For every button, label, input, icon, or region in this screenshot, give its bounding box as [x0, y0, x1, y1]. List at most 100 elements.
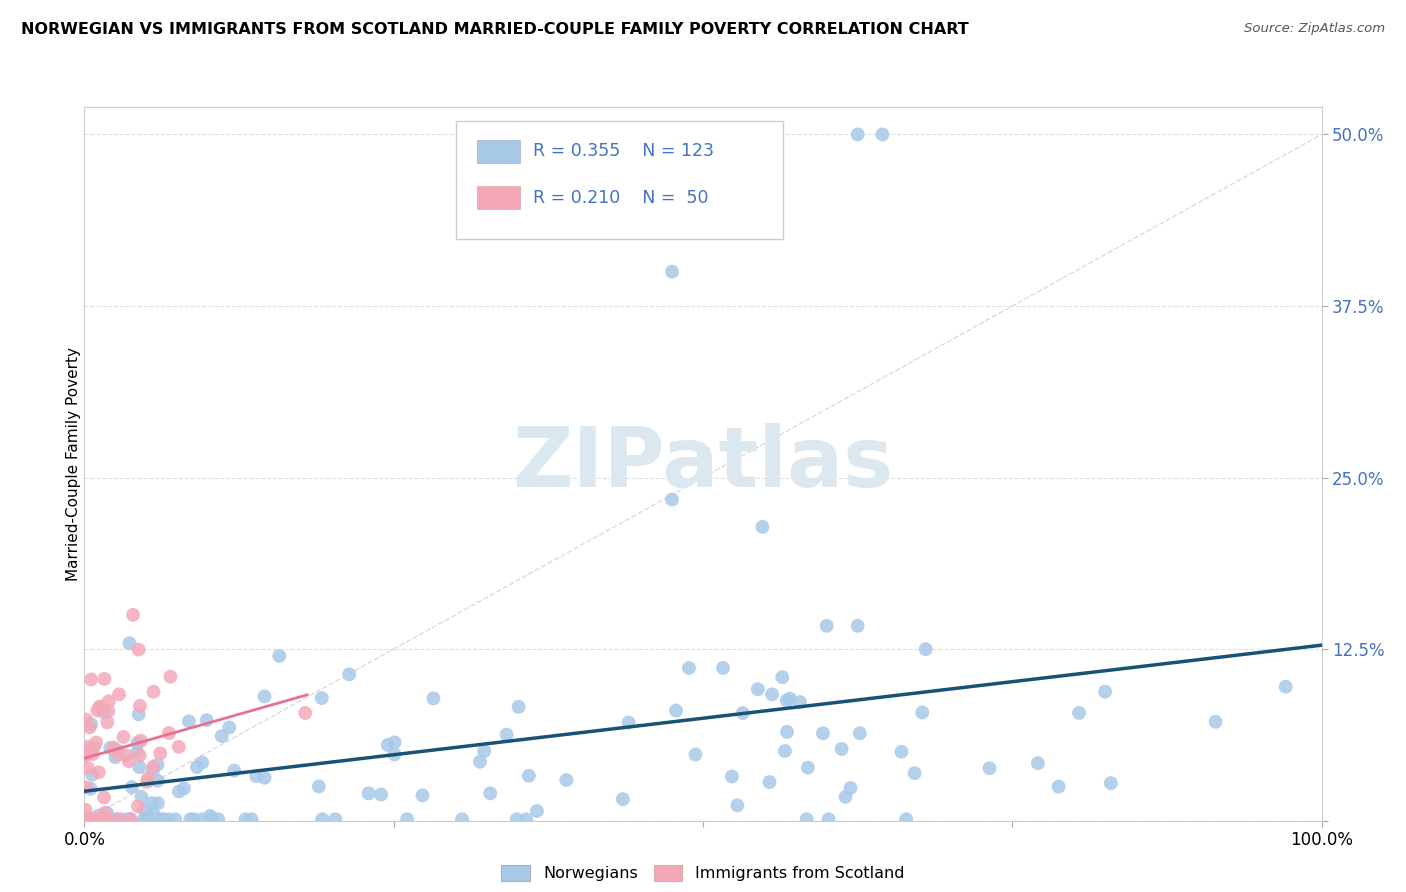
Point: [195, 713, 218, 727]
Point: [87, 765, 110, 780]
Point: [76, 761, 98, 775]
Point: [98, 740, 121, 755]
Point: [87, 808, 110, 822]
Point: [515, 812, 537, 826]
Point: [846, 619, 869, 633]
Point: [396, 812, 419, 826]
Point: [412, 789, 434, 803]
Point: [136, 774, 159, 789]
Point: [245, 769, 267, 783]
Point: [80, 717, 103, 731]
Point: [135, 812, 157, 826]
Point: [149, 812, 172, 826]
Point: [508, 699, 530, 714]
Point: [93, 706, 115, 720]
Point: [831, 742, 853, 756]
Point: [505, 812, 527, 826]
Point: [1026, 756, 1049, 771]
Point: [120, 812, 142, 826]
Point: [665, 704, 688, 718]
Point: [117, 812, 139, 826]
Point: [97, 694, 120, 708]
Point: [776, 693, 799, 707]
Point: [157, 812, 180, 826]
Point: [617, 715, 640, 730]
Point: [294, 706, 316, 720]
Point: [711, 661, 734, 675]
Point: [79, 812, 101, 826]
Point: [107, 747, 129, 762]
Point: [979, 761, 1001, 775]
Point: [146, 773, 169, 788]
Point: [370, 788, 392, 802]
Point: [517, 769, 540, 783]
Point: [896, 812, 918, 826]
Point: [136, 771, 159, 785]
Point: [97, 812, 120, 826]
Point: [83, 740, 105, 755]
Point: [75, 780, 97, 795]
Point: [773, 744, 796, 758]
Point: [157, 726, 180, 740]
Point: [111, 812, 134, 826]
Point: [94, 812, 117, 826]
Point: [128, 642, 150, 657]
Point: [80, 812, 103, 826]
Point: [191, 812, 214, 826]
Point: [134, 812, 156, 826]
Point: [142, 806, 165, 821]
Point: [138, 810, 160, 824]
Point: [1274, 680, 1296, 694]
Point: [849, 726, 872, 740]
Point: [311, 691, 333, 706]
Point: [1094, 684, 1116, 698]
Point: [839, 780, 862, 795]
Point: [218, 721, 240, 735]
Point: [308, 780, 330, 794]
Point: [103, 740, 125, 755]
Point: [789, 695, 811, 709]
Point: [1099, 776, 1122, 790]
Point: [167, 739, 190, 754]
Point: [796, 812, 818, 826]
Text: ZIPatlas: ZIPatlas: [513, 424, 893, 504]
Point: [224, 764, 246, 778]
Point: [127, 745, 149, 759]
Point: [377, 738, 399, 752]
Point: [93, 790, 115, 805]
Point: [141, 812, 163, 826]
Point: [526, 804, 548, 818]
Point: [132, 802, 155, 816]
Point: [661, 492, 683, 507]
Point: [323, 812, 346, 826]
Point: [269, 648, 291, 663]
Point: [89, 699, 111, 714]
Point: [84, 812, 107, 826]
Point: [96, 715, 118, 730]
Point: [104, 750, 127, 764]
Legend: Norwegians, Immigrants from Scotland: Norwegians, Immigrants from Scotland: [495, 858, 911, 888]
Point: [94, 805, 117, 820]
Point: [79, 743, 101, 757]
Point: [120, 812, 142, 826]
Point: [731, 706, 754, 720]
Point: [107, 744, 129, 758]
Point: [132, 812, 155, 826]
Point: [817, 812, 839, 826]
Point: [422, 691, 444, 706]
Point: [468, 755, 491, 769]
Point: [612, 792, 634, 806]
Point: [129, 733, 152, 747]
Point: [159, 670, 181, 684]
Point: [128, 760, 150, 774]
Point: [1205, 714, 1227, 729]
Point: [112, 730, 135, 744]
Point: [186, 760, 208, 774]
Point: [198, 809, 221, 823]
Point: [235, 812, 257, 826]
Point: [75, 803, 97, 817]
Point: [253, 771, 276, 785]
Point: [725, 798, 748, 813]
Point: [96, 805, 118, 820]
Point: [872, 128, 894, 142]
